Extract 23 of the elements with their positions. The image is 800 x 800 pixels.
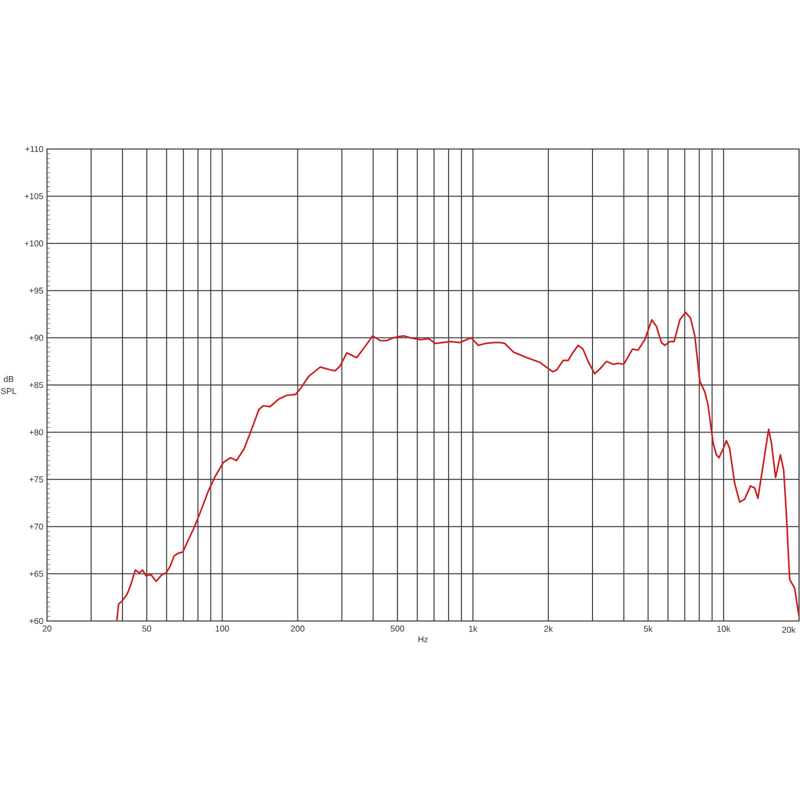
x-tick-label: 50	[142, 626, 152, 632]
y-tick-label: +70	[29, 524, 44, 530]
y-tick-label: +75	[29, 476, 44, 482]
y-tick-label: +80	[29, 429, 44, 436]
x-tick-label: 500	[390, 626, 404, 632]
x-tick-label: 2k	[544, 626, 553, 632]
y-tick-label: +110	[25, 146, 44, 152]
y-axis-title: dB SPL	[1, 376, 16, 394]
y-tick-label: +100	[24, 240, 44, 246]
x-tick-label: 200	[291, 626, 304, 632]
x-tick-label: 10k	[717, 626, 730, 632]
y-tick-label: +90	[29, 334, 44, 341]
x-tick-label: 100	[216, 626, 229, 632]
y-tick-label: +85	[29, 382, 44, 388]
y-tick-label: +95	[29, 288, 44, 294]
x-tick-label: 5k	[644, 626, 653, 632]
y-tick-label: +60	[29, 618, 44, 624]
x-tick-label: 20	[42, 626, 52, 632]
y-tick-label: +105	[24, 193, 44, 200]
x-axis-title: Hz	[418, 636, 428, 642]
x-tick-label: 20k	[782, 626, 796, 633]
x-tick-label: 1k	[469, 626, 478, 632]
y-tick-label: +65	[29, 570, 44, 577]
